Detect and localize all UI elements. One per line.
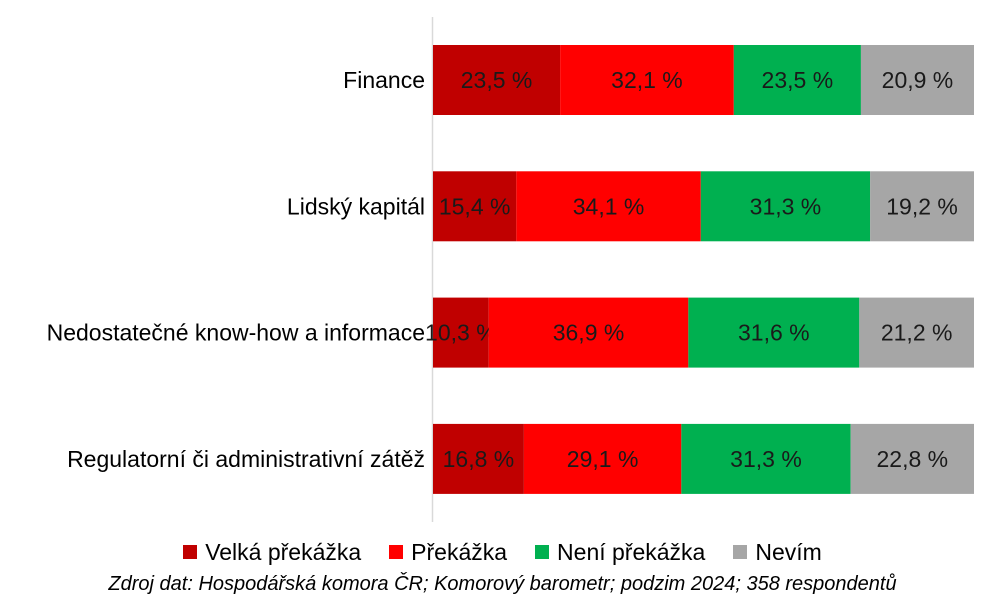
- bar-segment: [859, 297, 974, 368]
- legend-swatch: [535, 545, 550, 559]
- data-label: 20,9 %: [882, 67, 954, 93]
- stacked-bar-chart: Finance 23,5 % 32,1 % 23,5 % 20,9 % Lidský ka…: [47, 17, 974, 522]
- bar-segment: [733, 45, 861, 115]
- bar-segment: [850, 423, 974, 494]
- data-label: 23,5 %: [461, 67, 533, 93]
- bar-segment: [433, 297, 489, 368]
- source-note: Zdroj dat: Hospodářská komora ČR; Komoro…: [108, 573, 897, 595]
- bar-segment: [433, 45, 561, 115]
- legend-item: Není překážka: [535, 539, 705, 566]
- bar-segment: [560, 45, 734, 115]
- data-label: 31,3 %: [730, 446, 802, 472]
- legend-label: Překážka: [411, 538, 508, 565]
- data-label: 16,8 %: [443, 446, 515, 472]
- bar-segment: [700, 171, 871, 242]
- data-label: 23,5 %: [762, 67, 834, 93]
- data-label: 29,1 %: [567, 446, 639, 472]
- legend-label: Nevím: [755, 538, 822, 565]
- data-label: 31,3 %: [750, 193, 822, 219]
- legend-swatch: [183, 545, 198, 559]
- bar-segment: [433, 423, 524, 494]
- bar-segment: [433, 171, 517, 242]
- category-label: Regulatorní či administrativní zátěž: [67, 446, 425, 472]
- category-label: Nedostatečné know-how a informace: [47, 320, 425, 346]
- data-label: 32,1 %: [611, 67, 683, 93]
- data-label: 10,3 %: [425, 320, 497, 346]
- bar-segment: [516, 171, 701, 242]
- bar-segment: [688, 297, 860, 368]
- legend-swatch: [733, 545, 748, 559]
- data-label: 15,4 %: [439, 193, 511, 219]
- data-label: 19,2 %: [886, 193, 958, 219]
- legend-swatch: [389, 545, 404, 559]
- legend-label: Velká překážka: [205, 538, 362, 565]
- bar-segment: [681, 423, 851, 494]
- bar-segment: [488, 297, 689, 368]
- bar-segment: [523, 423, 682, 494]
- category-label: Finance: [343, 67, 425, 93]
- legend: Velká překážka Překážka Není překážka Nevím: [0, 537, 1005, 567]
- data-label: 21,2 %: [881, 320, 953, 346]
- legend-item: Nevím: [733, 538, 822, 566]
- legend-item: Překážka: [389, 539, 507, 566]
- data-label: 36,9 %: [553, 320, 625, 346]
- category-label: Lidský kapitál: [287, 193, 425, 219]
- bar-segment: [860, 45, 974, 115]
- data-label: 34,1 %: [573, 193, 645, 219]
- bar-segment: [870, 171, 974, 242]
- data-label: 31,6 %: [738, 320, 810, 346]
- legend-label: Není překážka: [557, 538, 706, 565]
- data-label: 22,8 %: [877, 446, 949, 472]
- legend-item: Velká překážka: [183, 539, 361, 566]
